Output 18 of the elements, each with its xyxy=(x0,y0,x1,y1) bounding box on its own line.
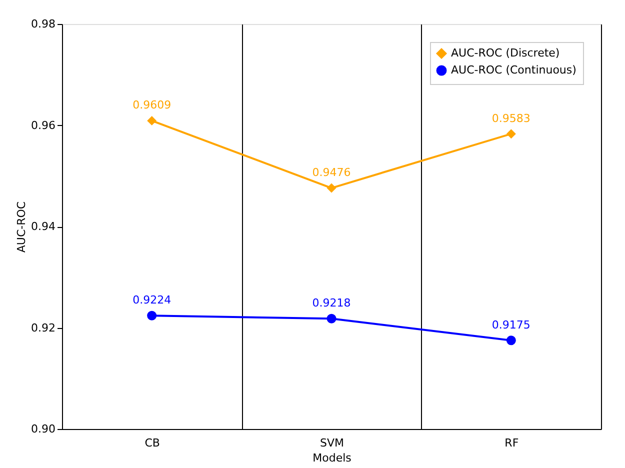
y-axis-title: AUC-ROC xyxy=(15,201,28,253)
data-label: 0.9218 xyxy=(312,296,351,310)
data-label: 0.9476 xyxy=(312,166,351,180)
y-tick-label: 0.98 xyxy=(31,18,56,30)
y-tick-label: 0.90 xyxy=(31,422,56,436)
x-tick-label: CB xyxy=(144,436,160,450)
data-label: 0.9583 xyxy=(492,112,530,125)
y-tick-label: 0.92 xyxy=(31,321,56,334)
data-label: 0.9224 xyxy=(132,294,172,307)
y-tick-label: 0.94 xyxy=(31,220,56,233)
x-tick-label: RF xyxy=(504,436,519,450)
x-axis-title: Models xyxy=(312,452,352,464)
data-label: 0.9175 xyxy=(492,318,530,332)
data-label: 0.9609 xyxy=(132,98,172,112)
y-tick-label: 0.96 xyxy=(31,118,56,132)
x-tick-label: SVM xyxy=(320,436,344,450)
legend-label: AUC-ROC (Discrete) xyxy=(451,46,560,60)
legend-label: AUC-ROC (Continuous) xyxy=(451,64,576,76)
